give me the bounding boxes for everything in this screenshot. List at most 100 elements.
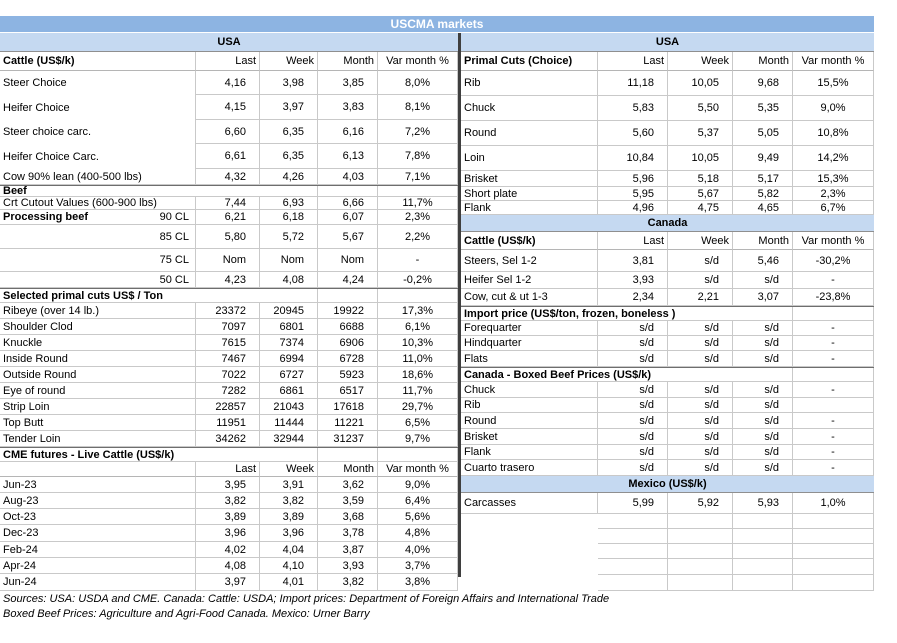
week-cell: 4,01 <box>260 574 318 591</box>
row-label-cell: Shoulder Clod <box>0 319 196 335</box>
var-month-cell: 2,2% <box>378 225 458 249</box>
last-cell: 11,18 <box>598 71 668 96</box>
row-group-title: Cattle (US$/k) <box>0 52 196 71</box>
region-band-row: USA <box>461 33 874 52</box>
column-header: Last <box>196 52 260 71</box>
row-label-cell: 50 CL <box>0 272 196 288</box>
month-cell: 6,66 <box>318 197 378 210</box>
empty-cell <box>668 544 733 559</box>
row-label-cell: Eye of round <box>0 383 196 399</box>
row-label-cell: Apr-24 <box>0 558 196 574</box>
table-row: 75 CL Nom Nom Nom - <box>0 249 458 272</box>
empty-cell <box>793 307 874 321</box>
row-sublabel: 90 CL <box>159 211 189 223</box>
row-label-cell: Feb-24 <box>0 542 196 558</box>
row-label-cell: Jun-23 <box>0 477 196 493</box>
row-label-cell: Top Butt <box>0 415 196 431</box>
table-row: Outside Round 7022 6727 5923 18,6% <box>0 367 458 383</box>
week-cell: 32944 <box>260 431 318 447</box>
var-month-cell: 6,7% <box>793 201 874 215</box>
var-month-cell: 8,0% <box>378 71 458 95</box>
table-row: Cow 90% lean (400-500 lbs) 4,32 4,26 4,03 7,… <box>0 169 458 185</box>
var-month-cell: - <box>793 336 874 351</box>
var-month-cell: - <box>793 413 874 429</box>
row-label-cell: Heifer Choice Carc. <box>0 144 196 169</box>
month-cell: s/d <box>733 351 793 367</box>
empty-cell <box>598 529 668 544</box>
last-cell: 3,93 <box>598 272 668 289</box>
var-month-cell: - <box>793 321 874 336</box>
last-cell: 3,95 <box>196 477 260 493</box>
table-row: Steer Choice 4,16 3,98 3,85 8,0% <box>0 71 458 95</box>
row-label-cell: Carcasses <box>461 493 598 514</box>
column-header: Last <box>196 462 260 477</box>
empty-cell <box>598 575 668 591</box>
week-cell: 4,04 <box>260 542 318 558</box>
row-label: Processing beef <box>3 211 88 223</box>
table-row: Tender Loin 34262 32944 31237 9,7% <box>0 431 458 447</box>
table-row: Cow, cut & ut 1-3 2,34 2,21 3,07 -23,8% <box>461 289 874 306</box>
table-row: Jun-24 3,97 4,01 3,82 3,8% <box>0 574 458 591</box>
empty-cell <box>378 186 458 197</box>
table-row: Chuck s/d s/d s/d - <box>461 382 874 398</box>
week-cell: 3,82 <box>260 493 318 509</box>
var-month-cell: 10,8% <box>793 121 874 146</box>
var-month-cell: 6,1% <box>378 319 458 335</box>
var-month-cell: 9,0% <box>793 96 874 121</box>
table-row: Rib s/d s/d s/d <box>461 398 874 413</box>
column-header: Var month % <box>793 232 874 250</box>
var-month-cell: - <box>793 351 874 367</box>
last-cell: 4,23 <box>196 272 260 288</box>
section-title: Import price (US$/ton, frozen, boneless … <box>461 307 733 321</box>
var-month-cell: 29,7% <box>378 399 458 415</box>
row-label-cell: Chuck <box>461 382 598 398</box>
table-row: Cuarto trasero s/d s/d s/d - <box>461 460 874 476</box>
month-cell: 6,16 <box>318 120 378 144</box>
month-cell: 11221 <box>318 415 378 431</box>
blank-row <box>461 529 874 544</box>
empty-cell <box>733 529 793 544</box>
table-row: Steer choice carc. 6,60 6,35 6,16 7,2% <box>0 120 458 144</box>
week-cell: s/d <box>668 460 733 476</box>
column-header: Week <box>260 462 318 477</box>
row-label-cell: Steer Choice <box>0 71 196 95</box>
last-cell: 23372 <box>196 303 260 319</box>
empty-cell <box>598 544 668 559</box>
var-month-cell: 11,0% <box>378 351 458 367</box>
row-label-cell: Rib <box>461 71 598 96</box>
empty-label-cell <box>461 559 598 575</box>
empty-cell <box>733 514 793 529</box>
week-cell: 3,89 <box>260 509 318 525</box>
var-month-cell: -23,8% <box>793 289 874 306</box>
var-month-cell: 9,7% <box>378 431 458 447</box>
last-cell: 5,83 <box>598 96 668 121</box>
last-cell: s/d <box>598 336 668 351</box>
var-month-cell: 9,0% <box>378 477 458 493</box>
empty-cell <box>668 559 733 575</box>
row-label-cell: Steers, Sel 1-2 <box>461 250 598 272</box>
row-label-cell: Loin <box>461 146 598 171</box>
empty-label-cell <box>461 514 598 529</box>
month-cell: 31237 <box>318 431 378 447</box>
row-label-cell: Jun-24 <box>0 574 196 591</box>
column-header-row: Primal Cuts (Choice) Last Week Month Var mon… <box>461 52 874 71</box>
var-month-cell: - <box>378 249 458 272</box>
month-cell: s/d <box>733 336 793 351</box>
var-month-cell: 3,7% <box>378 558 458 574</box>
week-cell: 6994 <box>260 351 318 367</box>
month-cell: 6688 <box>318 319 378 335</box>
last-cell: 4,02 <box>196 542 260 558</box>
row-label-cell: 85 CL <box>0 225 196 249</box>
last-cell: 3,82 <box>196 493 260 509</box>
row-group-title <box>0 462 196 477</box>
empty-label-cell <box>461 575 598 591</box>
row-label-cell: Processing beef 90 CL <box>0 210 196 225</box>
var-month-cell: 6,4% <box>378 493 458 509</box>
empty-cell <box>598 559 668 575</box>
month-cell: 5,46 <box>733 250 793 272</box>
week-cell: 20945 <box>260 303 318 319</box>
month-cell: 4,65 <box>733 201 793 215</box>
table-row: Inside Round 7467 6994 6728 11,0% <box>0 351 458 367</box>
section-header-row: CME futures - Live Cattle (US$/k) <box>0 447 458 462</box>
week-cell: 6,35 <box>260 144 318 169</box>
